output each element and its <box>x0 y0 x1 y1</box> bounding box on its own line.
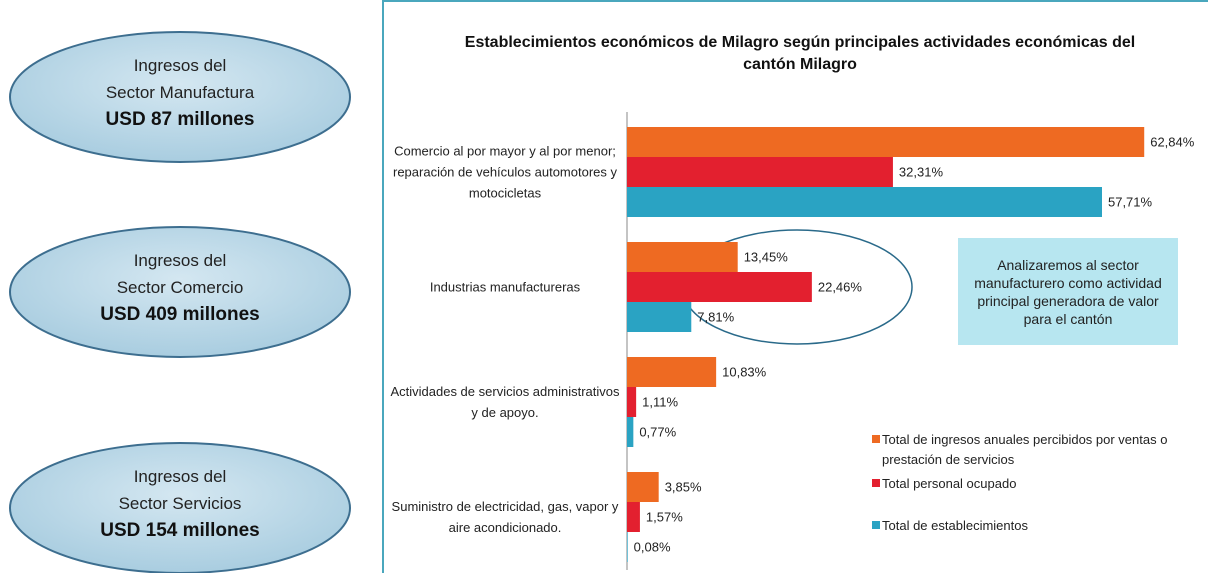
bar <box>627 302 692 332</box>
value-label: 3,85% <box>665 479 702 494</box>
bar <box>627 242 738 272</box>
panel-line: Sector Manufactura <box>105 83 255 102</box>
chart-title: Establecimientos económicos de Milagro s… <box>464 34 1136 73</box>
panel-ellipse <box>9 31 351 163</box>
legend-label: Total personal ocupado <box>882 476 1017 491</box>
panel-line: Ingresos del <box>133 467 227 486</box>
panel-line: Ingresos del <box>133 56 227 75</box>
legend-label: Total de establecimientos <box>882 518 1028 533</box>
value-label: 32,31% <box>899 164 944 179</box>
bar <box>627 357 717 387</box>
value-label: 1,57% <box>646 509 683 524</box>
panel-amount: USD 409 millones <box>100 304 260 325</box>
value-label: 62,84% <box>1150 134 1195 149</box>
panel-amount: USD 87 millones <box>105 109 255 130</box>
value-label: 1,11% <box>642 394 678 409</box>
category-label: Suministro de electricidad, gas, vapor y… <box>391 499 619 535</box>
legend-swatch <box>872 435 880 443</box>
bar <box>627 387 637 417</box>
callout: Analizaremos al sector manufacturero com… <box>958 238 1178 345</box>
value-label: 57,71% <box>1108 194 1153 209</box>
legend-swatch <box>872 521 880 529</box>
bar <box>627 417 634 447</box>
bar <box>627 157 893 187</box>
bar <box>627 502 640 532</box>
value-label: 22,46% <box>818 279 863 294</box>
bar <box>627 127 1145 157</box>
panel-line: Ingresos del <box>133 251 227 270</box>
category-label: Actividades de servicios administrativos… <box>390 384 620 420</box>
bar <box>627 272 812 302</box>
category-label: Comercio al por mayor y al por menor; re… <box>392 143 617 201</box>
legend-swatch <box>872 479 880 487</box>
value-label: 10,83% <box>722 364 767 379</box>
panel-line: Sector Comercio <box>116 278 244 297</box>
bar <box>627 472 659 502</box>
side-panel: Ingresos del Sector Comercio USD 409 millo… <box>10 247 350 328</box>
chart-frame <box>382 0 1208 573</box>
panel-ellipse <box>9 226 351 358</box>
value-label: 7,81% <box>697 309 734 324</box>
side-panel: Ingresos del Sector Manufactura USD 87 mil… <box>10 52 350 133</box>
value-label: 13,45% <box>744 249 789 264</box>
value-label: 0,77% <box>639 424 676 439</box>
value-label: 0,08% <box>634 539 671 554</box>
legend-label: Total de ingresos anuales percibidos por… <box>882 432 1168 467</box>
panel-ellipse <box>9 442 351 573</box>
bar <box>627 187 1102 217</box>
category-label: Industrias manufactureras <box>429 279 581 295</box>
bar <box>627 532 628 562</box>
side-panel: Ingresos del Sector Servicios USD 154 mill… <box>10 463 350 544</box>
panel-amount: USD 154 millones <box>100 520 260 541</box>
panel-line: Sector Servicios <box>118 494 242 513</box>
